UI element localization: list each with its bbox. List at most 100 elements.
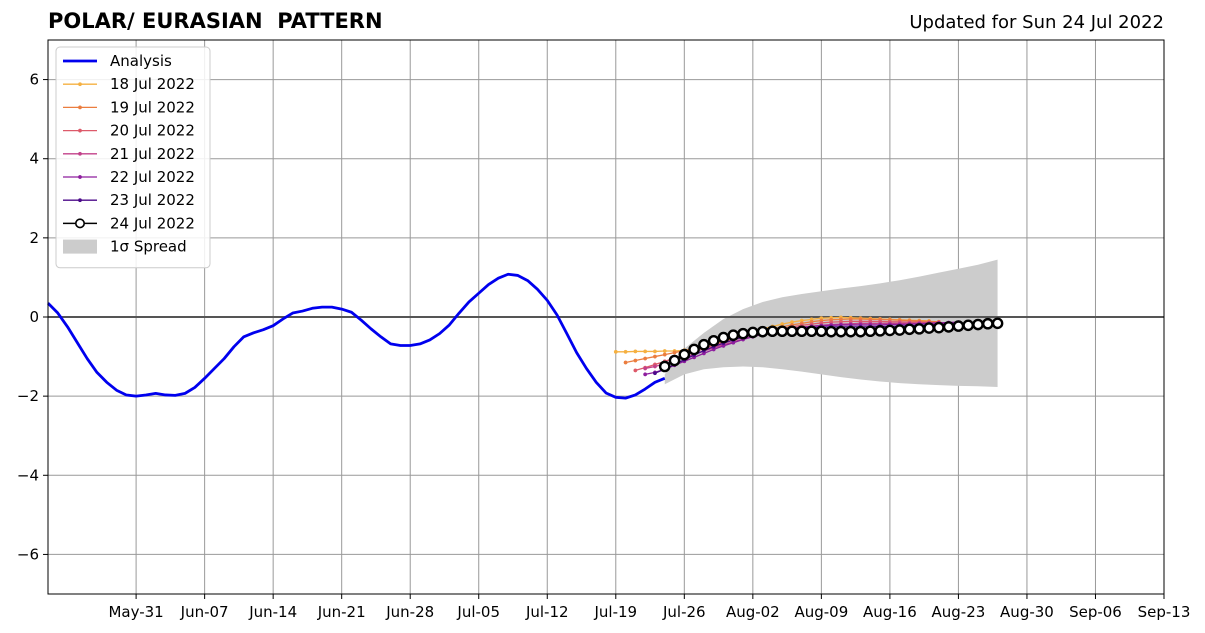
x-tick-label: Aug-09	[794, 603, 848, 621]
forecast-point	[633, 368, 638, 373]
forecast-point	[688, 343, 700, 356]
legend-label-forecast: 24 Jul 2022	[110, 214, 195, 232]
forecast-point	[766, 325, 779, 338]
y-tick-label: −6	[17, 545, 39, 563]
y-tick-label: 2	[29, 229, 39, 247]
forecast-point	[698, 338, 710, 351]
x-tick-label: Jul-26	[662, 603, 706, 621]
legend-label-spread: 1σ Spread	[110, 238, 187, 256]
legend-label-forecast: 21 Jul 2022	[110, 145, 195, 163]
forecast-point	[874, 325, 886, 337]
forecast-point	[854, 325, 867, 338]
forecast-point	[623, 349, 628, 354]
analysis-layer	[47, 272, 666, 400]
forecast-point	[662, 349, 667, 353]
x-tick-label: Aug-16	[863, 603, 917, 621]
forecast-point	[658, 360, 671, 373]
forecast-point	[643, 356, 648, 361]
x-tick-label: Jun-28	[385, 603, 434, 621]
legend-marker-forecast	[78, 175, 82, 179]
forecast-point	[864, 325, 877, 338]
x-tick-label: Jun-21	[317, 603, 366, 621]
x-tick-label: Aug-30	[1000, 603, 1054, 621]
legend-swatch-spread	[63, 239, 97, 254]
legend-label-forecast: 20 Jul 2022	[110, 122, 195, 140]
forecast-point	[747, 326, 759, 339]
x-tick-label: Jul-19	[593, 603, 637, 621]
forecast-point	[672, 350, 677, 355]
x-axis-ticks: May-31 Jun-07 Jun-14 Jun-21 Jun-28 Jul-05 Jul-…	[108, 594, 1190, 621]
forecast-point	[652, 354, 657, 359]
forecast-point	[633, 358, 638, 363]
legend-box	[55, 46, 211, 269]
legend-marker-forecast	[78, 82, 82, 87]
forecast-point	[815, 325, 828, 338]
forecast-point	[652, 364, 657, 369]
legend-label-forecast: 18 Jul 2022	[110, 75, 195, 93]
forecast-point	[923, 322, 935, 334]
legend-marker-forecast	[78, 198, 82, 203]
y-tick-label: 4	[29, 150, 39, 168]
y-tick-label: 6	[29, 71, 39, 89]
forecast-point	[756, 325, 769, 338]
updated-date: Updated for Sun 24 Jul 2022	[909, 12, 1164, 33]
forecast-point	[652, 371, 657, 376]
forecast-point	[913, 323, 926, 335]
forecast-point	[707, 334, 720, 347]
forecast-point	[933, 321, 945, 334]
forecast-point	[776, 325, 789, 338]
forecast-point	[786, 325, 798, 338]
forecast-point	[893, 324, 906, 336]
forecast-point	[972, 318, 984, 331]
y-tick-label: −2	[17, 387, 39, 405]
x-tick-label: Sep-06	[1069, 603, 1122, 621]
x-tick-label: Aug-23	[932, 603, 986, 621]
forecast-point	[623, 360, 628, 365]
y-tick-label: 0	[29, 308, 39, 326]
forecast-point	[652, 349, 657, 354]
legend-marker-forecast	[75, 218, 86, 229]
forecast-point	[942, 321, 955, 333]
x-tick-label: Sep-13	[1138, 603, 1191, 621]
forecast-point	[662, 352, 667, 357]
analysis-line	[47, 272, 666, 400]
x-tick-label: Jun-14	[248, 603, 297, 621]
forecast-point	[678, 348, 691, 361]
forecast-point	[613, 349, 618, 354]
x-tick-label: Aug-02	[726, 603, 780, 621]
forecast-point	[835, 325, 847, 338]
forecast-point	[727, 329, 740, 342]
forecast-point	[981, 317, 994, 330]
x-tick-label: Jun-07	[180, 603, 229, 621]
y-tick-label: −4	[17, 466, 39, 484]
y-axis-ticks: −6 −4 −2 0 2 4 6	[17, 71, 48, 563]
x-tick-label: Jul-05	[456, 603, 500, 621]
legend-label-forecast: 19 Jul 2022	[110, 98, 195, 116]
legend-marker-forecast	[78, 151, 82, 156]
legend-label-forecast: 22 Jul 2022	[110, 168, 195, 186]
legend-label-forecast: 23 Jul 2022	[110, 191, 195, 209]
forecast-point	[991, 317, 1004, 330]
forecast-point	[643, 372, 648, 377]
legend-marker-forecast	[78, 128, 82, 133]
legend-marker-forecast	[78, 105, 82, 110]
forecast-point	[737, 327, 749, 340]
chart-title: POLAR/ EURASIAN PATTERN	[48, 9, 383, 33]
x-tick-label: Jul-12	[525, 603, 569, 621]
forecast-point	[952, 320, 965, 332]
x-tick-label: May-31	[108, 603, 163, 621]
forecast-point	[643, 349, 648, 354]
forecast-point	[668, 354, 681, 367]
forecast-point	[884, 324, 896, 337]
forecast-point	[717, 331, 730, 344]
forecast-point	[903, 323, 916, 336]
forecast-point	[825, 325, 837, 338]
forecast-layer	[613, 315, 1004, 377]
forecast-point	[795, 325, 808, 338]
forecast-point	[805, 325, 818, 338]
legend: Analysis 18 Jul 2022 19 Jul 2022 20 Jul 202…	[55, 46, 211, 269]
forecast-point	[633, 349, 638, 354]
forecast-point	[844, 325, 857, 338]
forecast-point	[962, 319, 975, 332]
